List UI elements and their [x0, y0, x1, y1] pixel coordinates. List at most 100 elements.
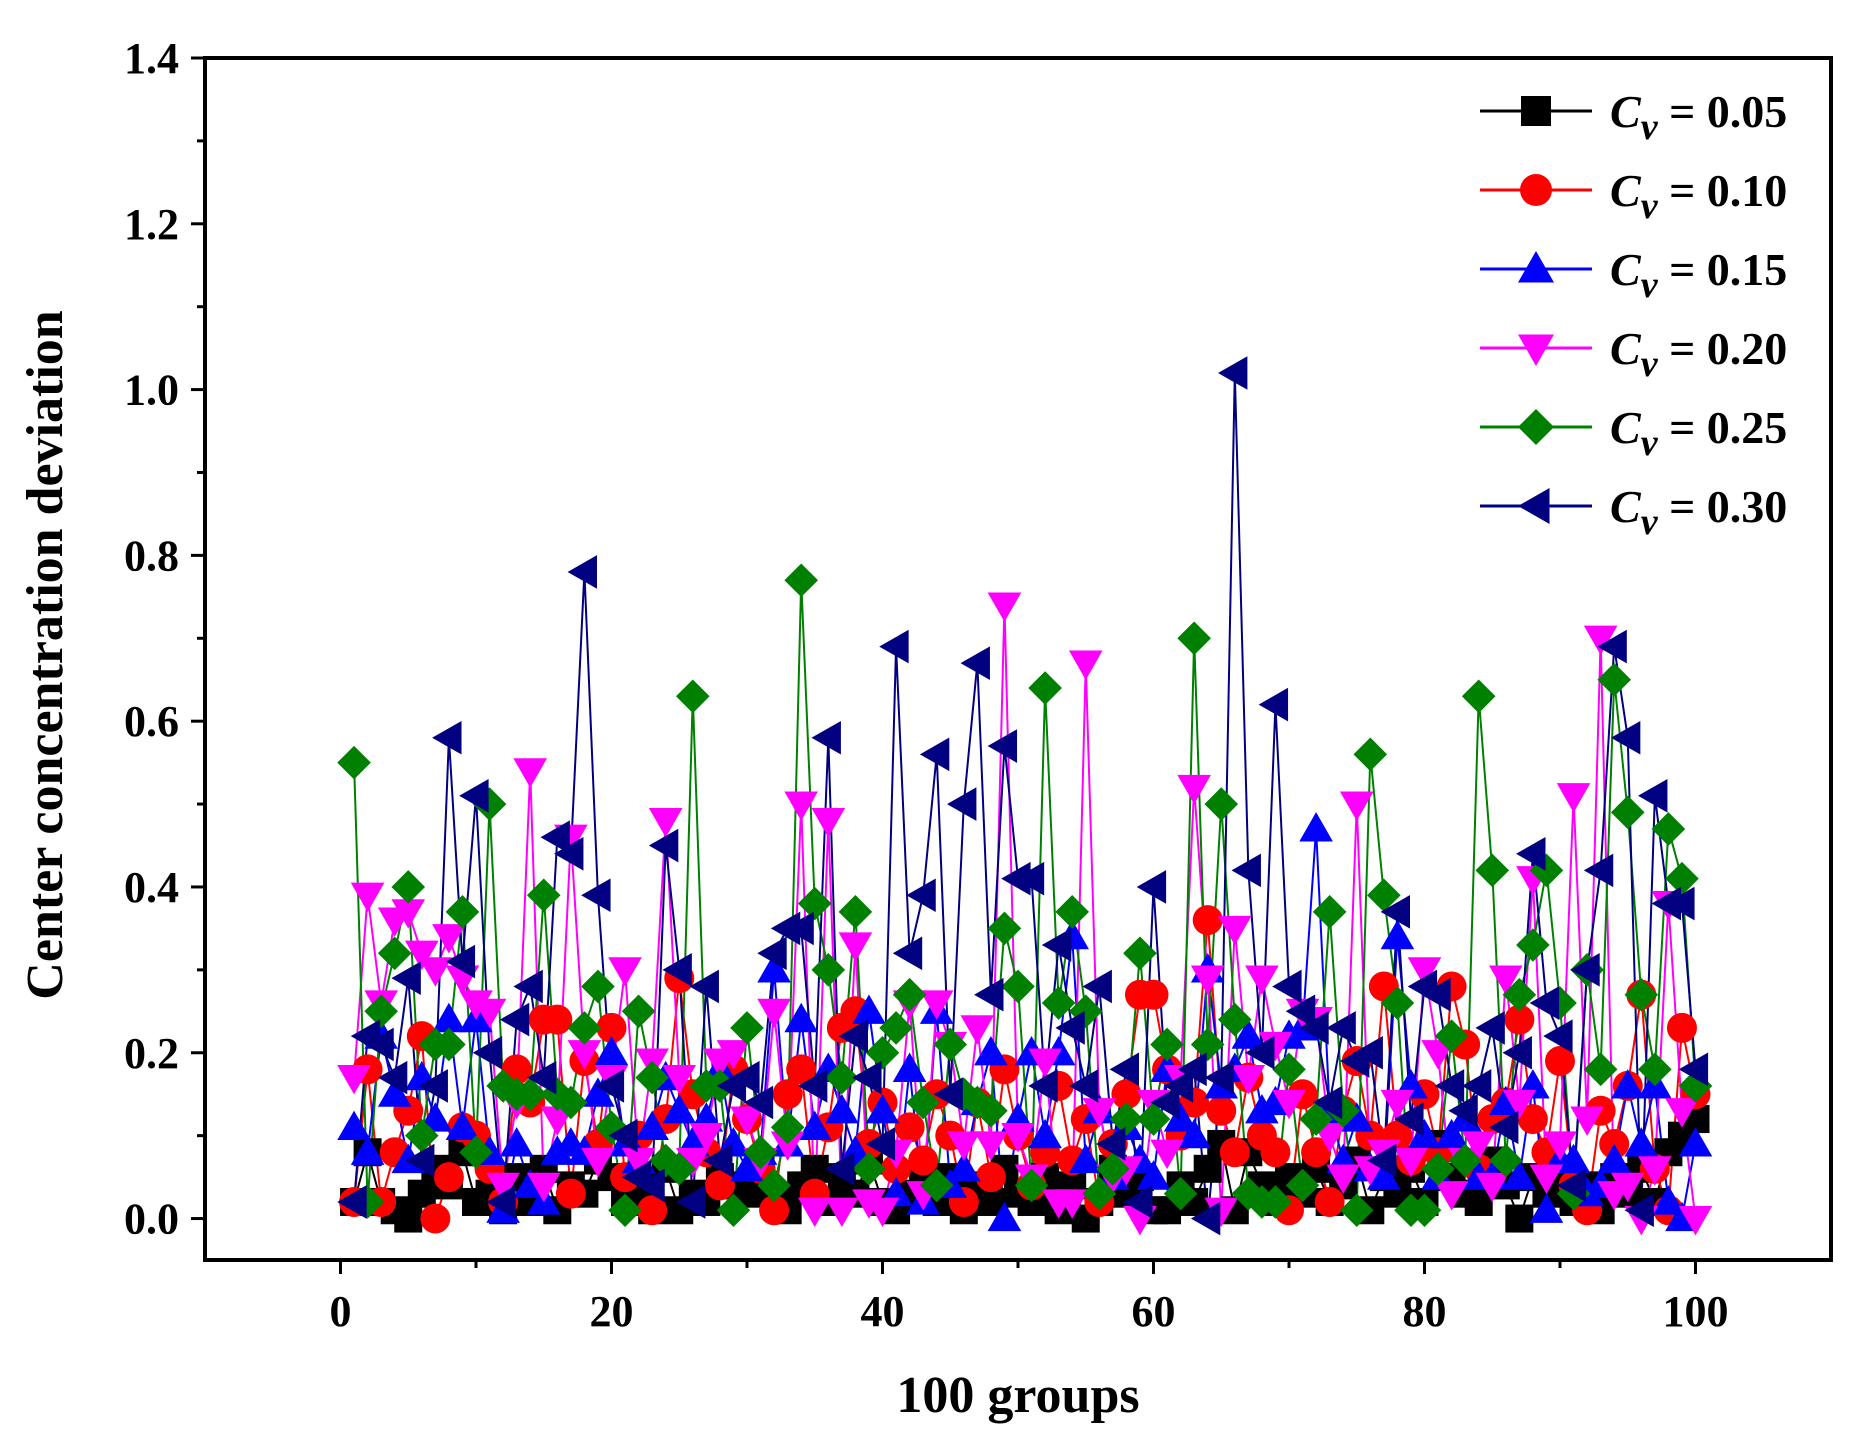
data-point [554, 1085, 588, 1120]
data-point [1529, 1193, 1564, 1223]
data-point [621, 1147, 656, 1178]
data-point [1206, 1095, 1237, 1126]
data-point [784, 1002, 818, 1033]
data-point [1299, 1011, 1329, 1045]
data-point [513, 1077, 547, 1112]
data-point [1082, 969, 1112, 1004]
data-point [865, 1035, 900, 1070]
data-point [1475, 853, 1510, 888]
data-point [730, 1011, 764, 1045]
data-point [1001, 1123, 1035, 1153]
data-point [1245, 965, 1279, 995]
data-point [879, 629, 909, 664]
data-point [1326, 1164, 1360, 1194]
data-point [933, 1027, 968, 1062]
data-point [1678, 1205, 1713, 1236]
legend-marker [1518, 488, 1550, 524]
data-point [662, 1093, 697, 1124]
data-point [947, 1131, 981, 1161]
data-point [1624, 1127, 1659, 1157]
data-point [581, 969, 615, 1004]
data-point [1190, 965, 1225, 995]
data-point [540, 820, 570, 855]
data-point [1367, 1160, 1401, 1190]
data-point [825, 1197, 859, 1228]
legend-marker [1518, 409, 1554, 445]
data-point [1258, 1031, 1293, 1062]
data-point [1502, 977, 1537, 1012]
data-point [1665, 886, 1695, 921]
data-point [1245, 1093, 1279, 1124]
y-tick-label: 0.2 [124, 1029, 179, 1078]
data-point [1204, 1197, 1239, 1228]
data-point [1610, 795, 1645, 830]
data-point [499, 1127, 534, 1157]
data-point [1204, 1060, 1234, 1095]
data-point [418, 1069, 448, 1103]
data-point [1301, 1137, 1332, 1168]
data-point [337, 1185, 367, 1219]
data-point [1231, 853, 1261, 888]
data-point [1136, 870, 1167, 904]
data-point [1041, 928, 1072, 962]
data-point [1150, 1139, 1184, 1170]
data-point [797, 1110, 832, 1140]
data-point [676, 1185, 706, 1219]
legend-marker [1518, 251, 1554, 283]
legend-marker [1520, 174, 1552, 206]
data-point [919, 737, 950, 772]
data-point [838, 895, 873, 929]
data-point [1041, 986, 1076, 1020]
data-point [486, 1172, 520, 1203]
data-point [1610, 1069, 1645, 1099]
data-point [405, 1118, 439, 1153]
data-point [987, 911, 1022, 946]
plot-markers [337, 356, 1713, 1236]
data-point [1028, 671, 1062, 705]
data-point [1448, 1093, 1478, 1128]
data-point [1123, 936, 1157, 971]
data-point [1299, 812, 1333, 842]
legend-item-3: Cv = 0.15 [1480, 244, 1787, 306]
data-point [1068, 650, 1103, 680]
data-point [1461, 679, 1496, 714]
data-point [567, 555, 597, 589]
data-point [784, 911, 814, 946]
data-point [635, 1168, 665, 1203]
y-tick-label: 0.8 [124, 531, 179, 580]
data-point [1461, 1069, 1492, 1103]
data-point [811, 808, 846, 838]
data-point [825, 1060, 859, 1095]
data-point [513, 969, 543, 1004]
data-point [1367, 1143, 1397, 1178]
data-point [865, 1127, 896, 1161]
data-point [797, 886, 832, 921]
data-point [974, 977, 1004, 1012]
data-point [906, 1085, 940, 1120]
data-point [1190, 1201, 1221, 1236]
data-point [1001, 969, 1035, 1004]
data-point [1258, 1185, 1293, 1219]
data-point [459, 778, 489, 813]
data-point [1150, 1085, 1180, 1120]
data-point [919, 1168, 954, 1203]
series-markers-6 [337, 356, 1709, 1236]
data-point [594, 1035, 629, 1066]
data-point [1192, 905, 1223, 936]
data-point [716, 1040, 751, 1070]
data-point [637, 1195, 668, 1226]
data-point [1434, 1118, 1469, 1149]
legend-label: Cv = 0.20 [1610, 323, 1787, 385]
data-point [1489, 965, 1523, 995]
data-point [662, 1065, 697, 1095]
data-point [1096, 1127, 1126, 1161]
data-point [676, 679, 710, 714]
x-tick-label: 60 [1132, 1287, 1176, 1336]
data-point [1285, 994, 1316, 1029]
data-point [1505, 1204, 1534, 1233]
data-point [432, 1027, 466, 1062]
data-point [730, 1106, 764, 1136]
data-point [906, 878, 936, 913]
legend-marker [1521, 96, 1551, 126]
data-point [852, 1152, 886, 1186]
